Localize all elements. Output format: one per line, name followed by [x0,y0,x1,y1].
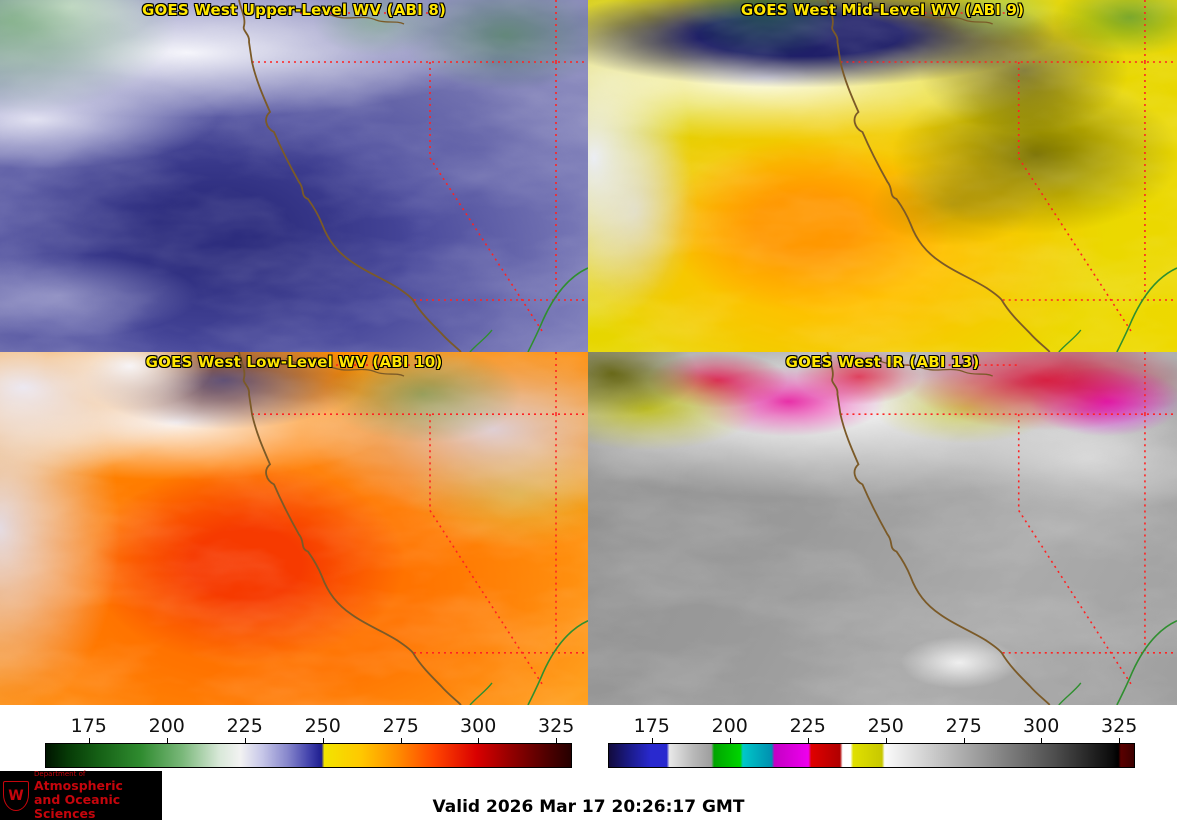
cloud-texture [0,352,588,705]
tick-mark [1041,738,1043,743]
footer: 175 200 225 250 275 300 325 175 200 225 250 275 300… [0,705,1177,820]
tick-label: 325 [1101,715,1138,737]
uw-aos-logo[interactable]: W Department of Atmospheric and Oceanic … [0,769,162,820]
tick-mark [166,738,168,743]
cloud-texture [588,352,1177,705]
tick-label: 250 [304,715,341,737]
tick-label: 300 [1023,715,1060,737]
uw-aos-logo-text: Department of Atmospheric and Oceanic Sc… [34,769,162,820]
tick-mark [244,738,246,743]
tick-mark [88,738,90,743]
tick-mark [651,738,653,743]
logo-line-department: Department of [34,769,86,778]
panel-low-level-wv: GOES West Low-Level WV (ABI 10) [0,352,588,705]
colorbar-wv-ticks: 175 200 225 250 275 300 325 [45,713,575,743]
tick-label: 275 [382,715,419,737]
tick-mark [729,738,731,743]
panel-title-low-level-wv: GOES West Low-Level WV (ABI 10) [145,353,443,371]
tick-mark [963,738,965,743]
tick-label: 300 [460,715,497,737]
tick-label: 275 [945,715,982,737]
map-overlay [238,0,588,352]
panel-ir: GOES West IR (ABI 13) [588,352,1177,705]
cloud-texture [588,0,1177,352]
uw-crest-letter: W [8,787,24,804]
map-overlay [238,352,588,705]
uw-crest-icon: W [3,780,29,811]
tick-mark [885,738,887,743]
panel-mid-level-wv: GOES West Mid-Level WV (ABI 9) [588,0,1177,352]
tick-label: 200 [148,715,185,737]
tick-label: 325 [538,715,575,737]
tick-mark [478,738,480,743]
tick-mark [322,738,324,743]
panel-grid: GOES West Upper-Level WV (ABI 8) GOES We… [0,0,1177,705]
map-overlay [826,352,1177,705]
tick-mark [400,738,402,743]
colorbar-ir-ticks: 175 200 225 250 275 300 325 [608,713,1138,743]
tick-label: 225 [789,715,826,737]
panel-upper-level-wv: GOES West Upper-Level WV (ABI 8) [0,0,588,352]
panel-title-ir: GOES West IR (ABI 13) [785,353,980,371]
colorbar-ir: 175 200 225 250 275 300 325 [608,713,1138,768]
tick-label: 175 [70,715,107,737]
map-overlay [826,0,1177,352]
tick-mark [556,738,558,743]
colorbar-wv: 175 200 225 250 275 300 325 [45,713,575,768]
logo-line-atmospheric: Atmospheric [34,778,123,794]
tick-label: 175 [633,715,670,737]
logo-line-oceanic: and Oceanic Sciences [34,791,121,820]
valid-timestamp: Valid 2026 Mar 17 20:26:17 GMT [432,797,745,817]
tick-label: 200 [711,715,748,737]
panel-title-upper-level-wv: GOES West Upper-Level WV (ABI 8) [141,1,447,19]
tick-label: 250 [867,715,904,737]
colorbar-wv-gradient [45,743,572,768]
tick-mark [807,738,809,743]
panel-title-mid-level-wv: GOES West Mid-Level WV (ABI 9) [740,1,1025,19]
cloud-texture [0,0,588,352]
colorbar-ir-gradient [608,743,1135,768]
tick-label: 225 [226,715,263,737]
tick-mark [1119,738,1121,743]
